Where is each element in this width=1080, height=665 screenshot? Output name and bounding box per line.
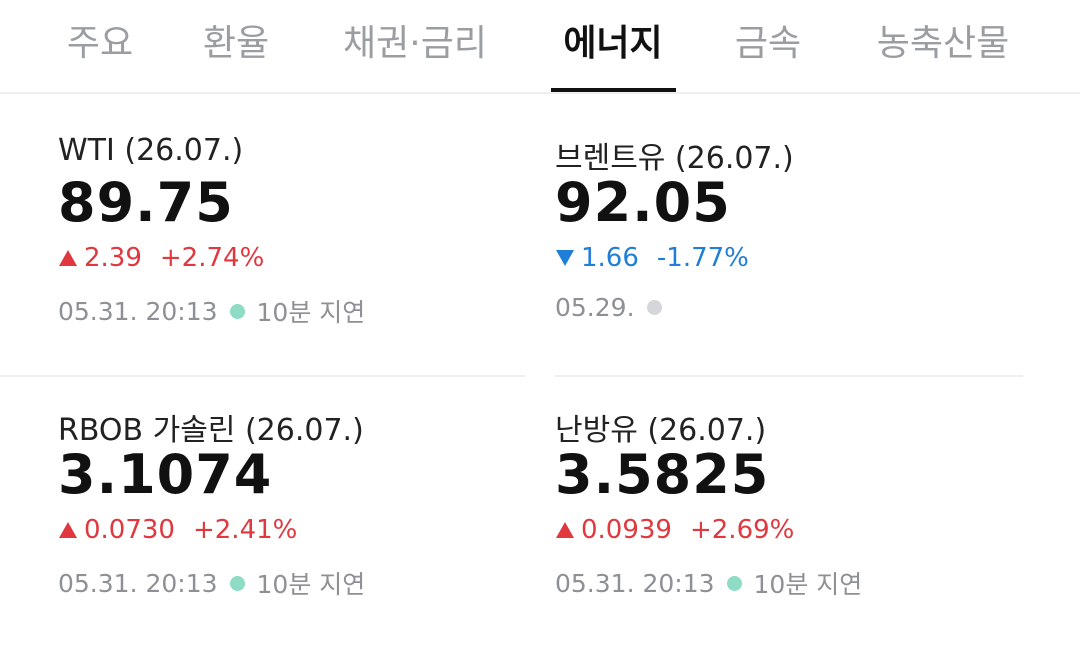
meta-row: 05.31. 20:13 10분 지연 xyxy=(58,293,365,329)
tab[interactable]: 농축산물 xyxy=(876,23,1010,64)
change-percent: +2.74% xyxy=(159,243,265,273)
delay-note: 10분 지연 xyxy=(256,298,366,327)
tab[interactable]: 주요 xyxy=(66,23,134,64)
meta-row: 05.31. 20:13 10분 지연 xyxy=(555,565,862,601)
change-percent: +2.41% xyxy=(192,515,298,545)
up-arrow xyxy=(556,522,574,538)
instrument-name: 난방유 (26.07.) xyxy=(555,413,767,448)
change-row: 0.0730 +2.41% xyxy=(58,515,297,545)
status-dot xyxy=(726,575,742,591)
price: 3.1074 xyxy=(58,443,273,506)
change: 0.0730 xyxy=(84,515,175,545)
quote-card[interactable]: 난방유 (26.07.) 3.5825 0.0939 +2.69% 05.31. 20:… xyxy=(555,405,1025,665)
instrument-name: 브렌트유 (26.07.) xyxy=(555,141,794,176)
instrument-name: RBOB 가솔린 (26.07.) xyxy=(58,413,364,448)
change: 0.0939 xyxy=(581,515,672,545)
tab-bar: 주요 환율 채권·금리 에너지 금속 농축산물 xyxy=(0,0,1080,94)
tab[interactable]: 금속 xyxy=(734,23,802,64)
tab-underline xyxy=(551,88,676,92)
quote-card[interactable]: 브렌트유 (26.07.) 92.05 1.66 -1.77% 05.29. xyxy=(555,133,1025,393)
quote-card[interactable]: WTI (26.07.) 89.75 2.39 +2.74% 05.31. 20:13 1… xyxy=(58,133,528,393)
change-row: 0.0939 +2.69% xyxy=(555,515,794,545)
timestamp: 05.31. 20:13 xyxy=(58,296,218,326)
up-arrow xyxy=(59,250,77,266)
tab[interactable]: 에너지 xyxy=(563,23,663,64)
status-dot xyxy=(229,303,245,319)
change-percent: -1.77% xyxy=(656,243,749,273)
change-row: 2.39 +2.74% xyxy=(58,243,264,273)
status-dot xyxy=(229,575,245,591)
timestamp: 05.29. xyxy=(555,293,635,322)
status-dot xyxy=(646,300,662,315)
arrow-shape xyxy=(556,522,574,538)
down-arrow xyxy=(556,250,574,266)
change: 2.39 xyxy=(84,243,142,273)
tab[interactable]: 채권·금리 xyxy=(343,23,487,64)
instrument-name: WTI (26.07.) xyxy=(58,133,244,168)
divider xyxy=(555,375,1023,377)
timestamp: 05.31. 20:13 xyxy=(58,568,218,598)
delay-note: 10분 지연 xyxy=(256,570,366,599)
arrow-shape xyxy=(59,250,77,266)
meta-row: 05.29. xyxy=(555,293,662,322)
price: 3.5825 xyxy=(555,443,770,506)
timestamp: 05.31. 20:13 xyxy=(555,568,715,598)
arrow-shape xyxy=(59,522,77,538)
change-row: 1.66 -1.77% xyxy=(555,243,749,273)
delay-note: 10분 지연 xyxy=(753,570,863,599)
up-arrow xyxy=(59,522,77,538)
change: 1.66 xyxy=(581,243,639,273)
arrow-shape xyxy=(556,250,574,266)
meta-row: 05.31. 20:13 10분 지연 xyxy=(58,565,365,601)
tab[interactable]: 환율 xyxy=(202,23,270,64)
divider xyxy=(0,375,525,377)
price: 89.75 xyxy=(58,171,234,234)
price: 92.05 xyxy=(555,171,731,234)
change-percent: +2.69% xyxy=(689,515,795,545)
quote-card[interactable]: RBOB 가솔린 (26.07.) 3.1074 0.0730 +2.41% 05.31… xyxy=(58,405,528,665)
